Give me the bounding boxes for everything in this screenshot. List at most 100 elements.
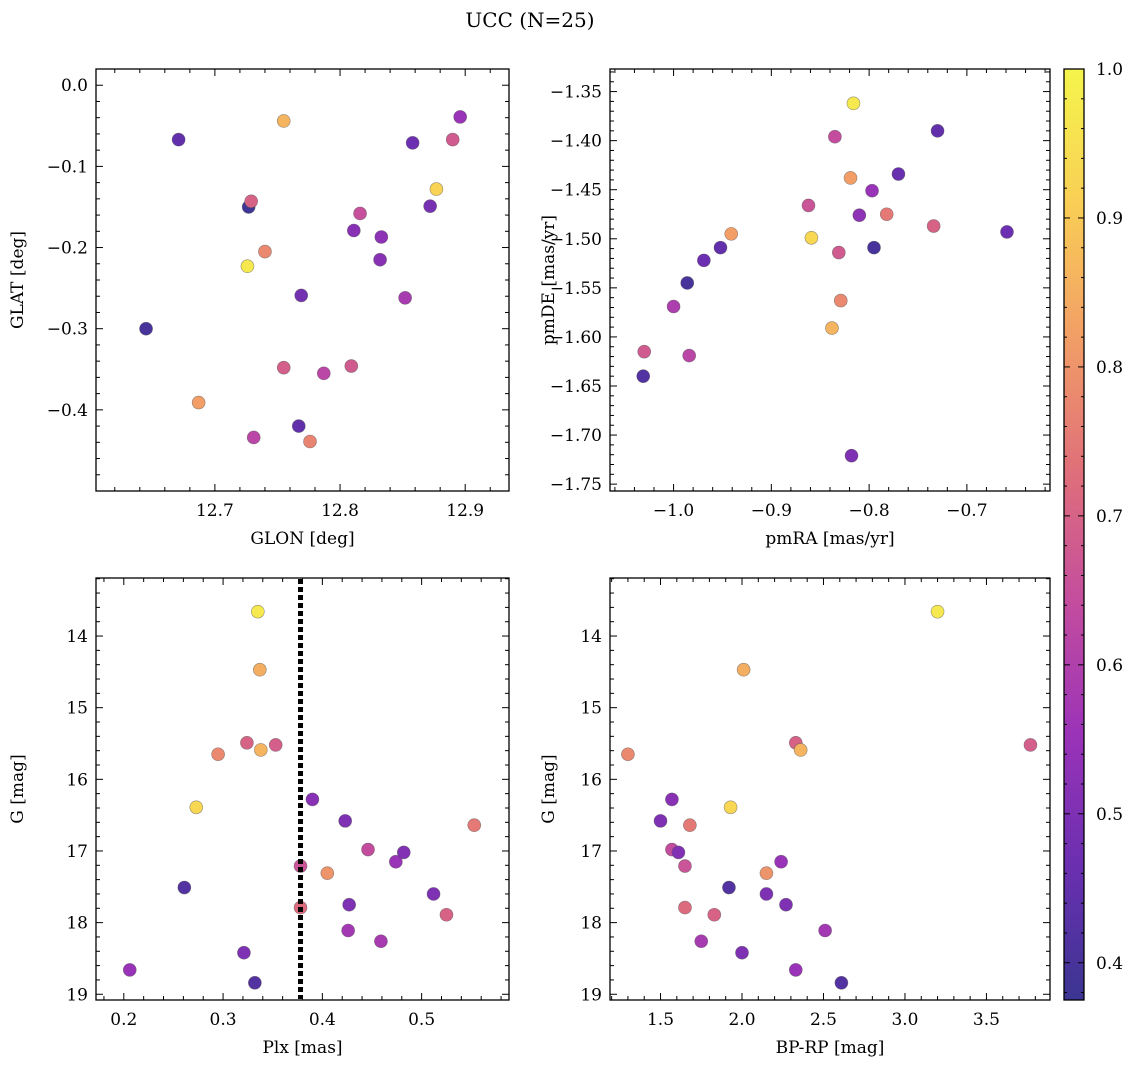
scatter-point	[320, 866, 335, 880]
colorbar: 0.4 0.5 0.6 0.7 0.8 0.9 1.0	[1063, 60, 1123, 1001]
scatter-point	[240, 735, 254, 750]
scatter-point	[680, 276, 695, 290]
scatter-point	[353, 206, 367, 221]
x-tick-label: 3.5	[973, 1010, 1000, 1030]
scatter-point	[240, 259, 255, 274]
scatter-point	[724, 227, 739, 241]
scatter-point	[344, 359, 359, 373]
y-tick-label: 14	[580, 627, 602, 647]
x-tick-label: −0.8	[848, 501, 889, 521]
scatter-point	[852, 208, 867, 223]
y-tick-label: −0.1	[47, 157, 88, 177]
x-tick-label: −0.7	[946, 501, 987, 521]
scatter-point	[844, 448, 859, 463]
figure-title: UCC (N=25)	[465, 8, 594, 32]
colorbar-tick-label: 0.5	[1096, 805, 1123, 825]
scatter-point	[671, 845, 686, 860]
panel-1: 12.7 12.8 12.9 0.0 −0.1 −0.2 −0.3 −0.4 GLON [deg…	[8, 68, 510, 549]
scatter-point	[722, 880, 736, 895]
scatter-point	[833, 293, 848, 308]
y-tick-label: 18	[580, 914, 602, 934]
scatter-point	[426, 887, 441, 901]
scatter-point	[834, 976, 849, 990]
scatter-point	[439, 907, 454, 922]
y-axis-label: pmDE [mas/yr]	[539, 215, 559, 345]
scatter-point	[254, 743, 268, 757]
scatter-point	[405, 136, 420, 150]
scatter-point	[396, 845, 411, 860]
scatter-point	[637, 344, 652, 359]
scatter-point	[891, 167, 906, 181]
scatter-point	[251, 604, 265, 619]
y-tick-label: −1.70	[550, 426, 602, 446]
y-tick-label: −1.45	[550, 181, 602, 201]
scatter-point	[694, 934, 709, 949]
scatter-point	[189, 800, 204, 815]
scatter-point	[666, 299, 681, 314]
scatter-point	[735, 945, 749, 960]
panel-4: 1.5 2.0 2.5 3.0 3.5 14 15 16 17 18 19 BP-RP [mag] G …	[539, 577, 1051, 1058]
scatter-point	[843, 171, 858, 185]
colorbar-tick-label: 1.0	[1096, 60, 1123, 80]
y-tick-label: 17	[580, 842, 602, 862]
scatter-point	[291, 419, 306, 433]
y-tick-label: −0.3	[47, 320, 88, 340]
x-tick-label: 2.5	[810, 1010, 837, 1030]
scatter-point	[683, 818, 697, 832]
colorbar-tick-label: 0.8	[1096, 358, 1123, 378]
x-axis-label: pmRA [mas/yr]	[765, 529, 894, 549]
scatter-point	[697, 253, 711, 268]
scatter-point	[804, 231, 819, 245]
y-axis-label: G [mag]	[539, 754, 559, 823]
y-tick-label: 16	[66, 770, 88, 790]
scatter-point	[774, 854, 788, 869]
x-tick-label: 12.8	[321, 501, 359, 521]
scatter-point	[389, 854, 403, 869]
y-tick-label: −1.75	[550, 475, 602, 495]
scatter-point	[801, 198, 816, 213]
scatter-point	[248, 976, 262, 990]
scatter-point	[453, 110, 467, 124]
scatter-point	[723, 800, 738, 815]
x-tick-label: −1.0	[653, 501, 694, 521]
y-tick-label: −1.65	[550, 377, 602, 397]
y-tick-label: −0.2	[47, 239, 88, 259]
colorbar-tick-label: 0.6	[1096, 656, 1123, 676]
scatter-point	[276, 360, 291, 375]
y-tick-label: 16	[580, 770, 602, 790]
scatter-point	[926, 219, 941, 233]
scatter-point	[122, 963, 137, 977]
scatter-point	[682, 348, 697, 363]
scatter-point	[825, 321, 839, 335]
y-tick-label: 18	[66, 914, 88, 934]
scatter-point	[653, 814, 668, 828]
scatter-point	[678, 859, 692, 873]
scatter-point	[374, 230, 389, 244]
scatter-point	[828, 129, 842, 144]
scatter-point	[373, 252, 387, 267]
scatter-point	[759, 866, 774, 880]
y-tick-label: −1.55	[550, 279, 602, 299]
colorbar-tick-label: 0.4	[1096, 954, 1123, 974]
x-axis-label: GLON [deg]	[250, 529, 354, 549]
scatter-point	[779, 897, 793, 912]
y-tick-label: 19	[66, 985, 88, 1005]
scatter-point	[636, 369, 651, 383]
colorbar-tick-label: 0.7	[1096, 507, 1123, 527]
y-tick-label: 0.0	[61, 76, 88, 96]
scatter-point	[303, 434, 317, 449]
scatter-point	[246, 430, 261, 445]
y-tick-label: −0.4	[47, 401, 88, 421]
x-tick-label: −0.9	[751, 501, 792, 521]
scatter-point	[1023, 738, 1038, 752]
scatter-point	[665, 792, 679, 807]
y-tick-label: 17	[66, 842, 88, 862]
x-tick-label: 12.7	[196, 501, 234, 521]
y-axis-label: GLAT [deg]	[8, 231, 28, 329]
x-tick-label: 0.4	[309, 1010, 336, 1030]
scatter-point	[930, 124, 945, 138]
x-axis-label: BP-RP [mag]	[776, 1038, 885, 1058]
scatter-point	[759, 887, 774, 901]
y-tick-label: −1.40	[550, 132, 602, 152]
x-tick-label: 3.0	[891, 1010, 918, 1030]
